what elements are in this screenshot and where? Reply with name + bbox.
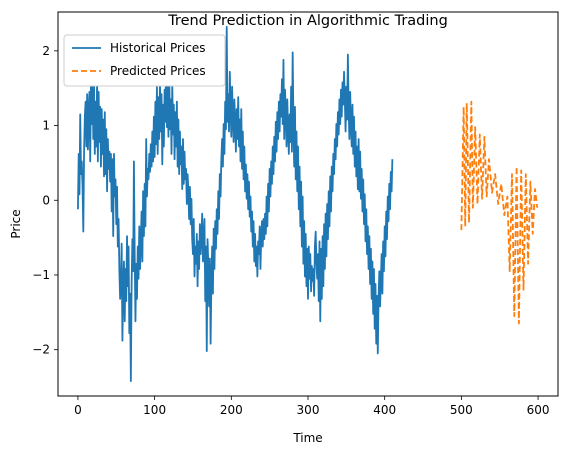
y-tick-label: −2	[32, 343, 50, 357]
predicted-prices-line	[460, 100, 539, 325]
legend-label-predicted: Predicted Prices	[110, 64, 206, 78]
x-tick-label: 400	[373, 403, 396, 417]
series-layer	[77, 26, 539, 382]
historical-prices-line	[77, 26, 394, 382]
legend-label-historical: Historical Prices	[110, 41, 206, 55]
y-axis-label: Price	[9, 209, 23, 238]
y-tick-label: 2	[42, 44, 50, 58]
y-tick-label: 0	[42, 193, 50, 207]
x-tick-label: 300	[297, 403, 320, 417]
x-tick-label: 200	[220, 403, 243, 417]
y-axis-ticks: −2 −1 0 1 2	[32, 44, 58, 357]
legend-box	[63, 34, 226, 87]
x-tick-label: 0	[74, 403, 82, 417]
x-axis-ticks: 0 100 200 300 400 500 600	[74, 396, 550, 417]
y-tick-label: 1	[42, 119, 50, 133]
legend: Historical Prices Predicted Prices	[63, 34, 226, 87]
x-axis-label: Time	[292, 431, 322, 445]
x-tick-label: 600	[527, 403, 550, 417]
x-tick-label: 500	[450, 403, 473, 417]
y-tick-label: −1	[32, 268, 50, 282]
chart-title: Trend Prediction in Algorithmic Trading	[167, 13, 448, 29]
x-tick-label: 100	[143, 403, 166, 417]
